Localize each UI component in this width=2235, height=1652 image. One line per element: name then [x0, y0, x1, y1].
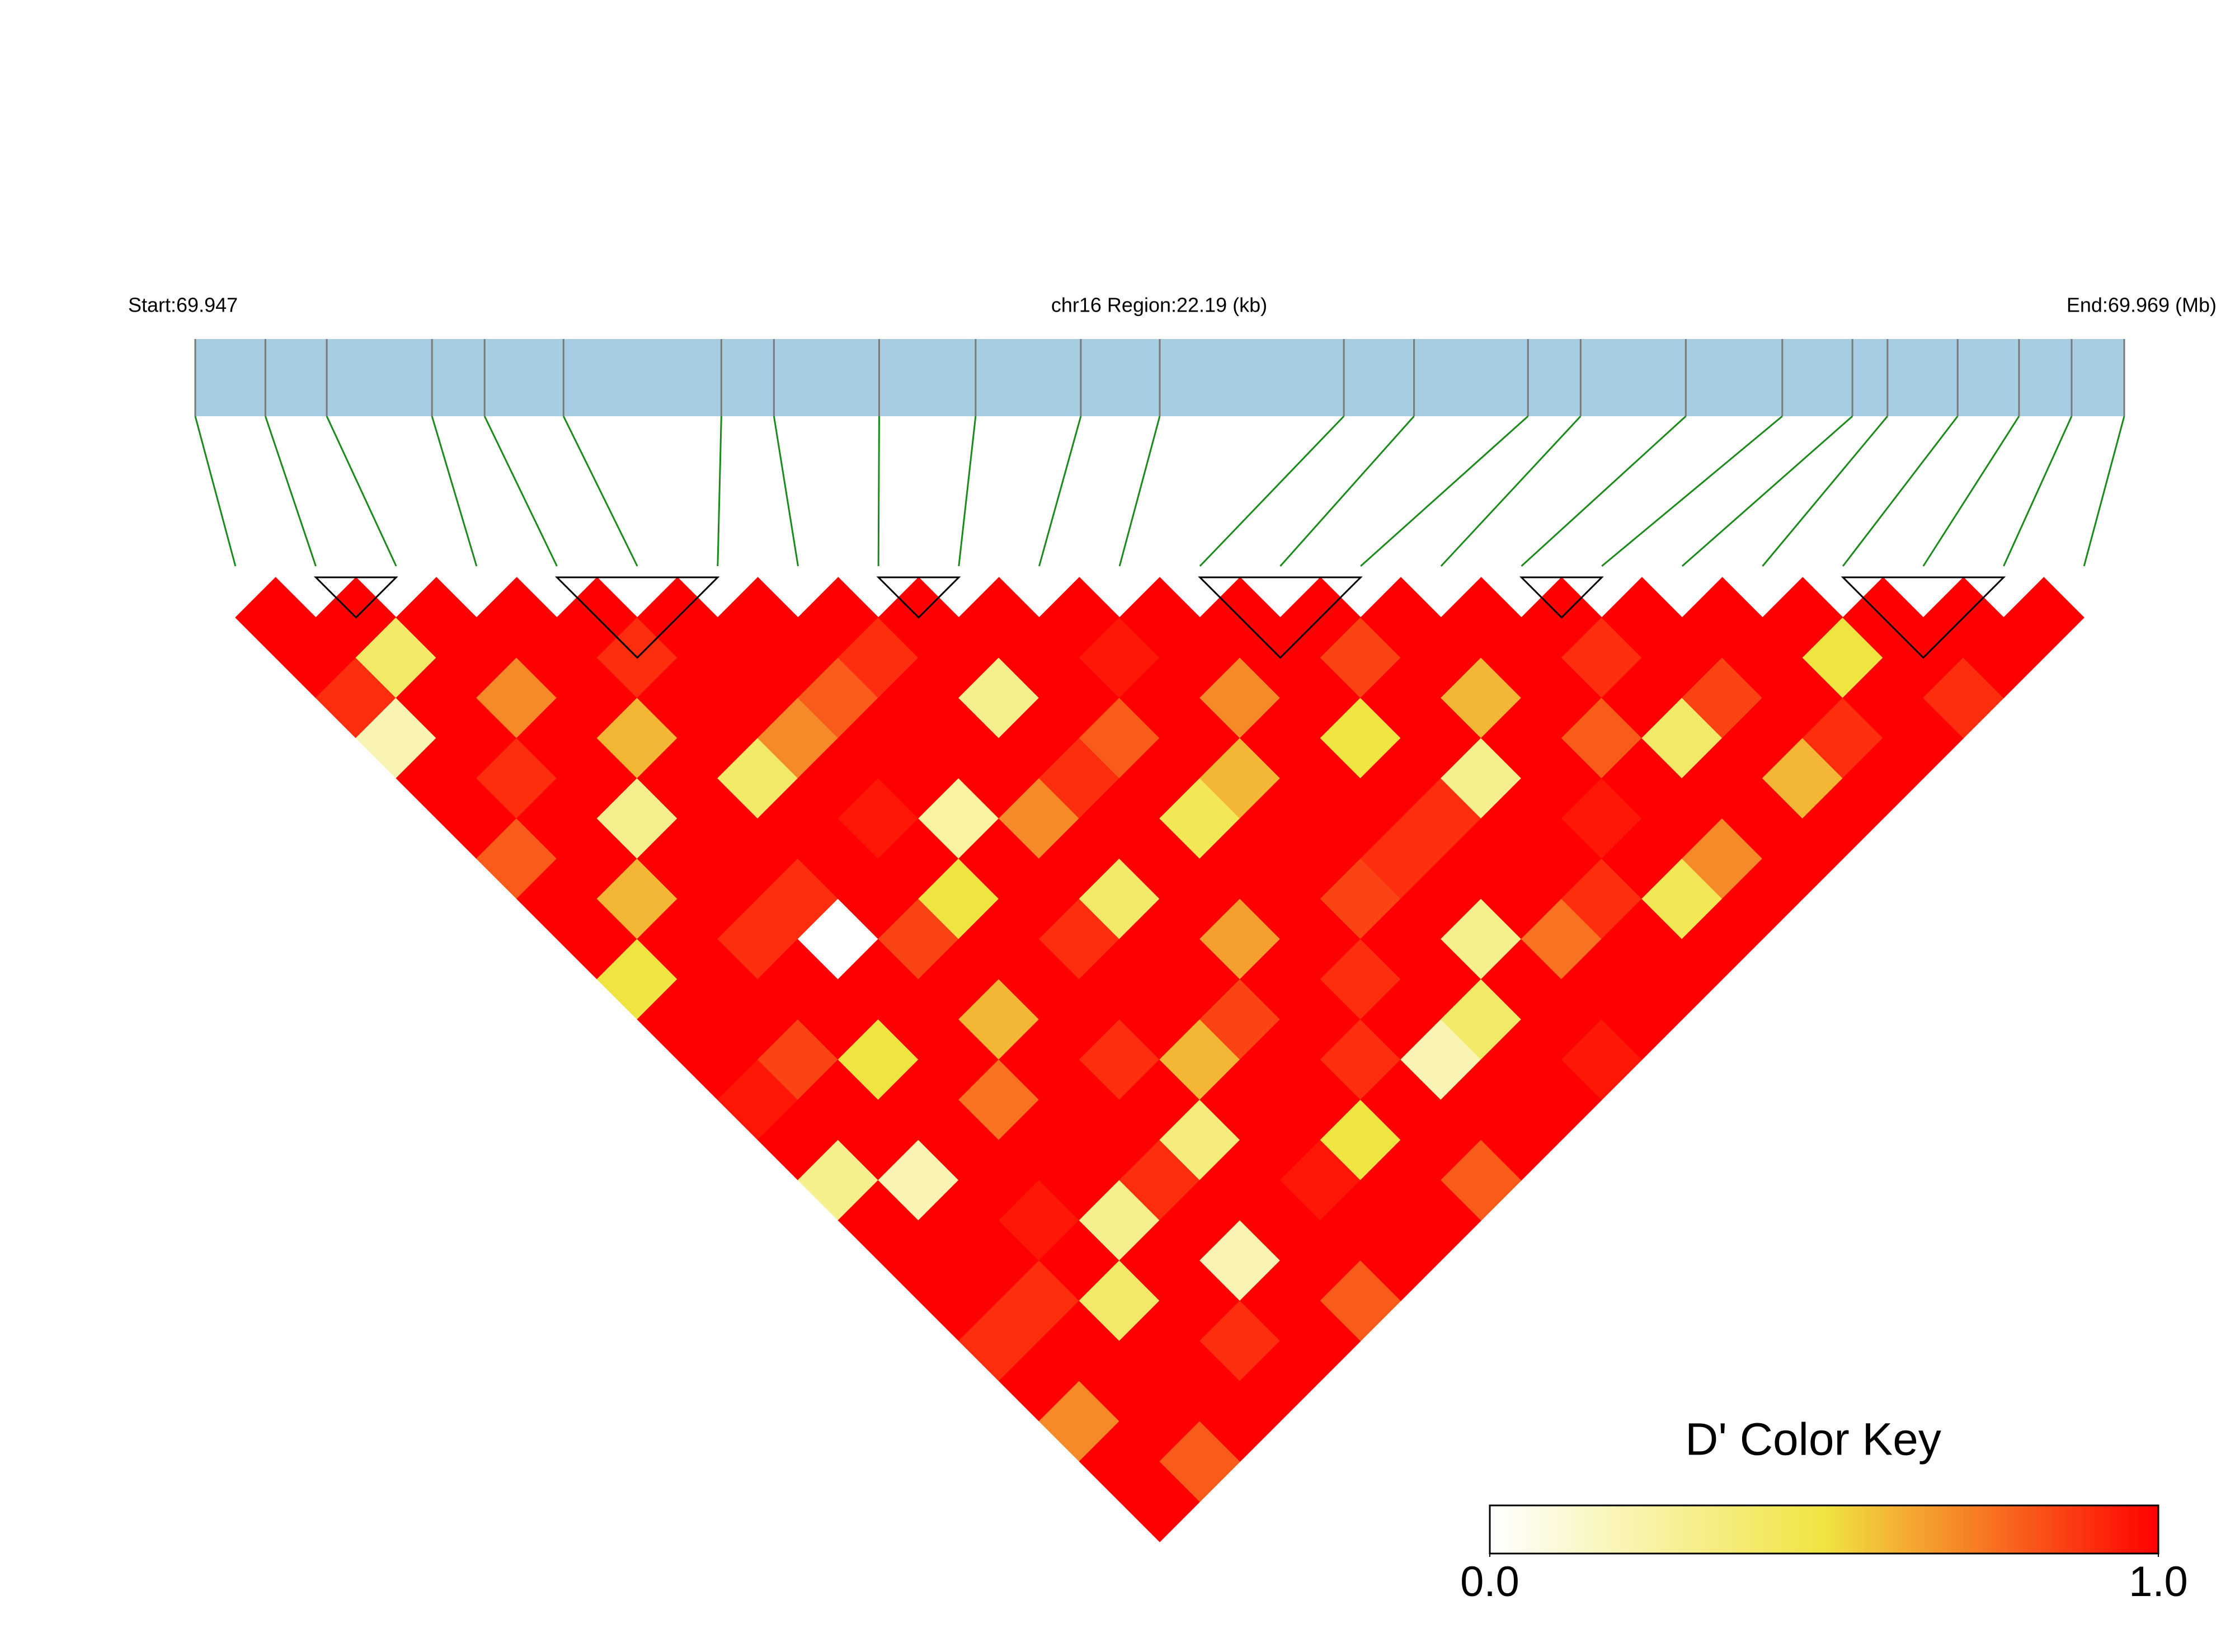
snp-connector: [562, 416, 638, 567]
snp-connector: [326, 416, 397, 567]
snp-connector: [1118, 416, 1161, 567]
ld-block: [876, 576, 961, 619]
snp-connector: [958, 416, 977, 567]
snp-connector: [431, 416, 478, 567]
ld-block: [313, 576, 398, 619]
snp-connector: [194, 416, 237, 567]
ld-block: [1841, 576, 2006, 659]
key-tick-label: 1.0: [2129, 1558, 2188, 1606]
snp-connector: [1279, 416, 1415, 567]
ld-block: [1198, 576, 1363, 659]
snp-connector: [1199, 415, 1345, 567]
ld-block: [1519, 576, 1604, 619]
snp-connector: [1842, 416, 1959, 567]
key-tick-label: 0.0: [1460, 1558, 1519, 1606]
snp-connector: [1360, 415, 1529, 567]
ld-cell: [2003, 577, 2085, 658]
snp-connector: [877, 416, 880, 567]
snp-connector: [2003, 416, 2073, 567]
snp-connector: [773, 416, 799, 567]
snp-connector: [1681, 415, 1853, 567]
snp-connector: [717, 416, 722, 567]
legend-title: D' Color Key: [1685, 1414, 1941, 1465]
snp-connector: [2083, 416, 2125, 567]
snp-connector: [1440, 415, 1582, 567]
color-key: [1489, 1504, 2159, 1555]
snp-connector: [1762, 416, 1888, 567]
snp-connector: [483, 416, 558, 567]
snp-connector: [1601, 415, 1783, 567]
end-label: End:69.969 (Mb): [2067, 294, 2217, 317]
start-label: Start:69.947: [128, 294, 238, 317]
chart-title: chr16 Region:22.19 (kb): [1051, 294, 1267, 317]
snp-connector: [1038, 416, 1082, 567]
ld-block: [554, 576, 720, 659]
snp-connector: [1521, 415, 1687, 567]
snp-connector: [264, 416, 317, 567]
snp-connector: [1922, 416, 2020, 567]
